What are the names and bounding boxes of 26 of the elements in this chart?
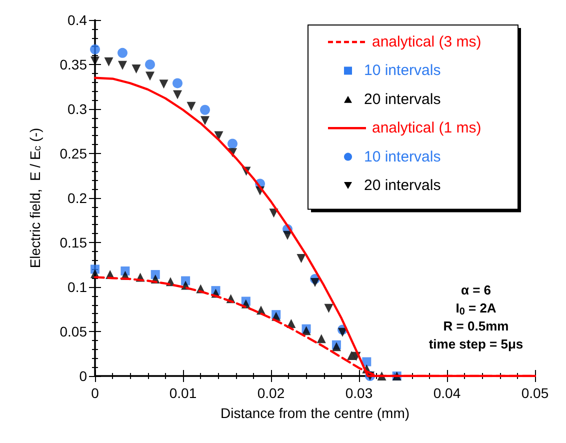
legend-label: 20 intervals [364, 177, 441, 194]
x-tick-label: 0 [91, 385, 100, 401]
x-tick-label: 0.03 [345, 385, 373, 401]
y-axis-title: Electric field, E / Ec (-) [27, 128, 44, 268]
annotation: R = 0.5mm [443, 318, 509, 334]
y-tick-label: 0.15 [60, 234, 88, 250]
y-tick-label: 0.2 [68, 190, 88, 206]
y-tick-label: 0.3 [68, 101, 88, 117]
legend-label: 20 intervals [364, 90, 441, 108]
legend-label: 10 intervals [364, 148, 441, 166]
y-tick-label: 0.4 [68, 12, 88, 28]
annotation: time step = 5μs [428, 336, 524, 352]
legend-label: analytical (1 ms) [372, 120, 482, 137]
y-tick-label: 0.05 [60, 324, 88, 340]
x-tick-label: 0.01 [169, 385, 197, 401]
y-tick-label: 0.1 [68, 279, 88, 295]
y-tick-label: 0.25 [60, 146, 88, 162]
x-tick-label: 0.02 [257, 385, 285, 401]
x-axis-title: Distance from the centre (mm) [220, 405, 410, 421]
x-tick-label: 0.04 [433, 385, 461, 401]
legend-label: analytical (3 ms) [372, 34, 482, 50]
annotation: α = 6 [460, 282, 492, 298]
y-tick-label: 0 [79, 368, 88, 384]
y-tick-label: 0.35 [60, 56, 88, 72]
x-tick-label: 0.05 [521, 385, 549, 401]
legend-label: 10 intervals [364, 62, 441, 80]
